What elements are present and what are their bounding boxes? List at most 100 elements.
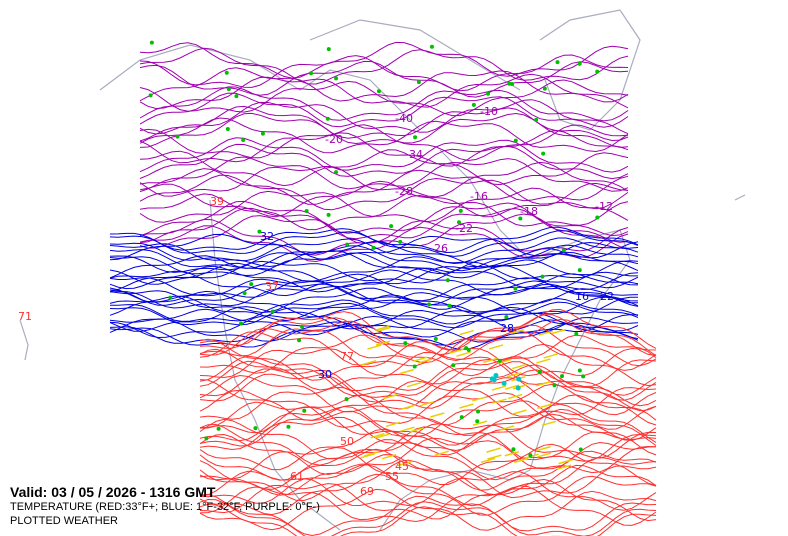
precipitation-mark bbox=[409, 427, 424, 433]
precipitation-mark bbox=[456, 351, 471, 357]
contour-label: -34 bbox=[405, 148, 423, 161]
precipitation-mark bbox=[506, 372, 522, 378]
contour-label: 16 bbox=[575, 290, 589, 303]
weather-symbol bbox=[515, 385, 521, 391]
weather-symbol bbox=[216, 426, 221, 431]
precipitation-mark bbox=[536, 445, 551, 452]
contour-label: -18 bbox=[520, 205, 538, 218]
precipitation-mark bbox=[375, 325, 390, 331]
subzero-contour bbox=[139, 137, 629, 173]
weather-symbol bbox=[447, 303, 452, 308]
coastline bbox=[734, 194, 746, 201]
warm-contour bbox=[199, 389, 657, 430]
precipitation-mark bbox=[541, 420, 557, 427]
cold-contour bbox=[109, 315, 639, 343]
warm-contour bbox=[199, 314, 657, 356]
weather-symbol bbox=[458, 208, 463, 213]
weather-symbol bbox=[510, 81, 515, 86]
weather-symbol bbox=[577, 368, 582, 373]
subzero-contour bbox=[139, 149, 629, 187]
warm-contour bbox=[199, 394, 657, 436]
weather-symbol bbox=[149, 40, 154, 45]
subzero-contour bbox=[139, 156, 629, 193]
precipitation-mark bbox=[512, 409, 527, 415]
subzero-contour bbox=[139, 105, 629, 142]
warm-contour bbox=[199, 503, 657, 536]
weather-symbol bbox=[513, 138, 518, 143]
contour-label: 61 bbox=[290, 470, 304, 483]
precipitation-mark bbox=[487, 454, 502, 460]
weather-symbol bbox=[561, 248, 566, 253]
precipitation-mark bbox=[360, 453, 375, 459]
precipitation-mark bbox=[492, 398, 507, 404]
weather-symbol bbox=[459, 415, 464, 420]
precipitation-mark bbox=[459, 403, 474, 409]
weather-symbol bbox=[371, 245, 376, 250]
cold-contour bbox=[109, 290, 638, 318]
warm-contour bbox=[199, 433, 657, 476]
precipitation-mark bbox=[430, 412, 445, 418]
weather-symbol bbox=[308, 71, 313, 76]
weather-symbol bbox=[577, 268, 582, 273]
weather-symbol bbox=[513, 286, 518, 291]
weather-symbol bbox=[376, 89, 381, 94]
warm-contour bbox=[199, 439, 657, 481]
contour-label: 28 bbox=[500, 322, 514, 335]
precipitation-mark bbox=[486, 447, 501, 453]
precipitation-mark bbox=[558, 458, 573, 465]
precipitation-mark bbox=[499, 425, 515, 431]
precipitation-mark bbox=[491, 385, 507, 391]
weather-symbol bbox=[249, 282, 254, 287]
contour-label: 69 bbox=[360, 485, 374, 498]
warm-contour bbox=[199, 379, 657, 421]
weather-symbol bbox=[581, 374, 586, 379]
precipitation-mark bbox=[536, 381, 551, 387]
weather-symbol bbox=[476, 409, 481, 414]
precipitation-mark bbox=[551, 328, 566, 335]
precipitation-mark bbox=[406, 381, 422, 388]
weather-symbol bbox=[497, 358, 502, 363]
warm-contour bbox=[199, 454, 657, 496]
weather-symbol bbox=[511, 447, 516, 452]
contour-label: -40 bbox=[395, 112, 413, 125]
contour-label: -22 bbox=[455, 222, 473, 235]
weather-symbol bbox=[334, 76, 339, 81]
subzero-contour bbox=[139, 112, 629, 148]
weather-symbol bbox=[471, 102, 476, 107]
weather-symbol bbox=[537, 370, 542, 375]
warm-contour bbox=[199, 338, 657, 381]
cold-contour bbox=[109, 244, 639, 272]
subzero-contour bbox=[139, 174, 629, 211]
subzero-contour bbox=[139, 193, 629, 231]
precipitation-mark bbox=[401, 404, 416, 410]
subzero-contour bbox=[139, 117, 629, 154]
precipitation-mark bbox=[504, 384, 520, 390]
cold-contour bbox=[109, 265, 639, 293]
cold-contour bbox=[109, 269, 638, 297]
subzero-contour bbox=[139, 86, 629, 122]
warm-contour bbox=[199, 459, 657, 502]
precipitation-mark bbox=[504, 451, 520, 457]
weather-symbol bbox=[578, 447, 583, 452]
subzero-contour bbox=[139, 225, 629, 263]
contour-label: 30 bbox=[318, 368, 332, 381]
contour-label: 37 bbox=[265, 280, 279, 293]
cold-contour bbox=[109, 294, 639, 322]
weather-symbol bbox=[445, 278, 450, 283]
warm-contour bbox=[199, 374, 657, 416]
weather-symbol bbox=[334, 170, 339, 175]
weather-symbol bbox=[486, 91, 491, 96]
weather-symbol bbox=[270, 309, 275, 314]
warm-contour bbox=[199, 413, 657, 456]
precipitation-mark bbox=[459, 329, 474, 336]
precipitation-mark bbox=[536, 452, 552, 458]
contour-label: -28 bbox=[395, 185, 413, 198]
weather-symbol bbox=[516, 376, 522, 382]
warm-contour bbox=[199, 473, 657, 516]
weather-symbol bbox=[555, 60, 560, 65]
weather-symbol bbox=[595, 215, 600, 220]
weather-symbol bbox=[175, 134, 180, 139]
warm-contour bbox=[199, 403, 657, 446]
weather-symbol bbox=[574, 331, 579, 336]
